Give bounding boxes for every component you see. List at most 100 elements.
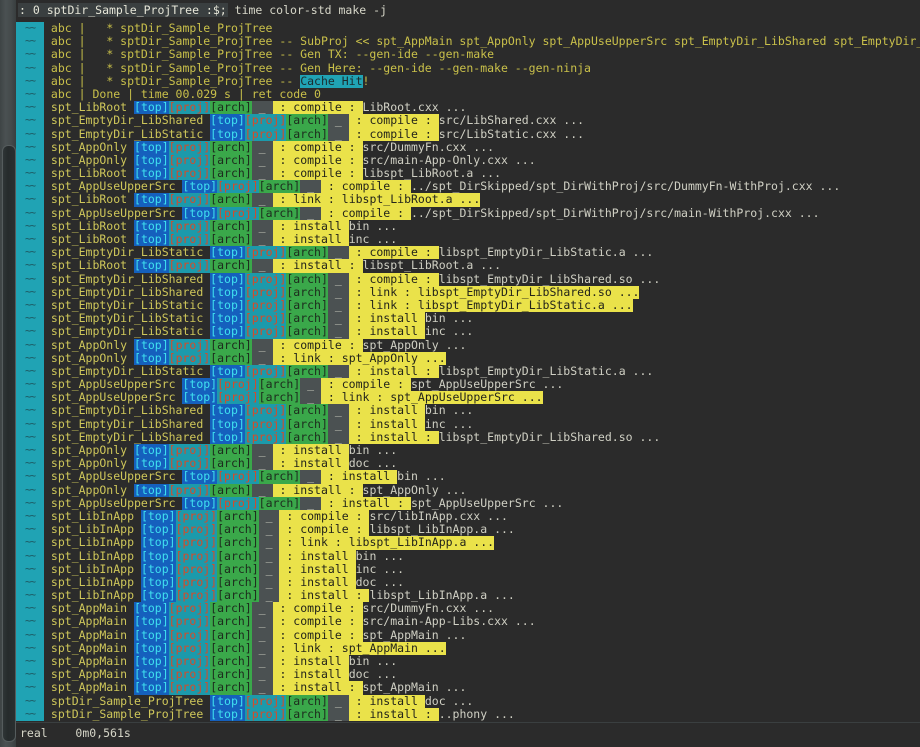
build-target-name: spt_AppOnly	[44, 350, 135, 365]
scope-chip-arch: [arch]	[217, 561, 259, 576]
build-target-name: spt_EmptyDir_LibStatic	[44, 363, 211, 378]
build-target-name: spt_EmptyDir_LibShared	[44, 416, 211, 431]
build-action-argument: src/DummyFn.cxx ...	[362, 139, 495, 154]
scope-chip-top: [top]	[182, 205, 218, 220]
scope-chip-arch: [arch]	[258, 390, 301, 405]
scrollbar-thumb[interactable]	[2, 145, 16, 742]
log-header-text: * sptDir_Sample_ProjTree -- Gen Here: --…	[85, 60, 591, 75]
build-log-line: ~~ spt_EmptyDir_LibShared [top][proj][ar…	[16, 271, 920, 286]
scope-chip-underscore: _	[258, 574, 280, 590]
scope-chip-top: [top]	[134, 139, 169, 154]
build-action-badge: : link :	[279, 535, 349, 550]
build-action-badge: : link :	[272, 640, 342, 655]
build-action-badge: : compile :	[348, 113, 439, 128]
build-log-line: ~~ spt_EmptyDir_LibShared [top][proj][ar…	[16, 429, 920, 444]
build-action-argument: bin ...	[348, 654, 398, 668]
build-action-argument: src/libInApp.cxx ...	[369, 508, 508, 523]
log-header-line: ~~ abc | * sptDir_Sample_ProjTree -- Sub…	[16, 34, 920, 49]
gutter-marker-icon: ~~	[16, 444, 44, 458]
build-action-argument: bin ...	[348, 443, 398, 457]
build-log-line: ~~ spt_EmptyDir_LibStatic [top][proj][ar…	[16, 363, 920, 379]
log-header-line: ~~ abc | * sptDir_Sample_ProjTree -- Gen…	[16, 48, 920, 62]
scope-chip-proj: [proj]	[168, 680, 211, 695]
build-target-name: spt_LibRoot	[44, 192, 135, 207]
gutter-marker-icon: ~~	[16, 153, 44, 168]
build-action-argument: bin ...	[424, 403, 474, 418]
scope-chip-top: [top]	[182, 495, 218, 510]
gutter-marker-icon: ~~	[16, 22, 44, 36]
scope-chip-underscore: _	[251, 258, 273, 273]
scope-chip-proj: [proj]	[217, 377, 259, 392]
gutter-marker-icon: ~~	[16, 285, 44, 299]
scope-chip-proj: [proj]	[168, 100, 211, 115]
scope-chip-top: [top]	[140, 561, 176, 576]
gutter-marker-icon: ~~	[16, 338, 44, 352]
build-action-badge: : compile :	[272, 627, 363, 642]
build-log-line: ~~ spt_EmptyDir_LibShared [top][proj][ar…	[16, 284, 920, 299]
gutter-marker-icon: ~~	[16, 457, 44, 471]
log-tag: abc |	[44, 34, 86, 49]
scope-chip-proj: [proj]	[244, 693, 287, 708]
build-log-line: ~~ spt_EmptyDir_LibStatic [top][proj][ar…	[16, 127, 920, 141]
scope-chip-top: [top]	[210, 416, 245, 431]
build-action-badge: : install	[348, 416, 425, 431]
build-action-badge: : install	[279, 561, 356, 576]
scope-chip-arch: [arch]	[210, 218, 252, 233]
gutter-marker-icon: ~~	[16, 575, 44, 590]
scope-chip-arch: [arch]	[258, 377, 301, 392]
gutter-marker-icon: ~~	[16, 430, 44, 444]
build-action-badge: : compile :	[348, 271, 439, 286]
scope-chip-underscore: _	[251, 218, 273, 233]
scope-chip-underscore: _	[300, 390, 321, 405]
scope-chip-arch: [arch]	[286, 363, 328, 379]
build-action-badge: : install	[348, 403, 425, 418]
build-action-badge: : install	[272, 218, 349, 233]
build-action-badge: : install :	[272, 680, 363, 695]
build-target-name: sptDir_Sample_ProjTree	[44, 706, 211, 721]
build-log-line: ~~ spt_EmptyDir_LibStatic [top][proj][ar…	[16, 311, 920, 326]
build-target-name: spt_EmptyDir_LibShared	[44, 429, 211, 444]
build-action-argument: libspt_EmptyDir_LibShared.so ...	[438, 271, 661, 286]
scope-chip-arch: [arch]	[217, 535, 259, 550]
gutter-marker-icon: ~~	[16, 114, 44, 128]
scope-chip-arch: [arch]	[217, 574, 259, 590]
build-target-name: spt_AppUseUpperSrc	[44, 377, 183, 392]
scope-chip-proj: [proj]	[244, 416, 287, 431]
scope-chip-arch: [arch]	[286, 416, 328, 431]
build-log-line: ~~ spt_EmptyDir_LibStatic [top][proj][ar…	[16, 297, 920, 313]
scope-chip-underscore: _	[251, 100, 273, 115]
shell-prompt-row: : 0 sptDir_Sample_ProjTree :$; time colo…	[18, 2, 387, 18]
scope-chip-top: [top]	[134, 232, 169, 247]
scope-chip-arch: [arch]	[286, 706, 328, 721]
build-action-argument: spt_AppMain ...	[341, 640, 446, 655]
console-output: ~~ abc | * sptDir_Sample_ProjTree ~~ abc …	[16, 21, 920, 721]
build-target-name: spt_EmptyDir_LibShared	[44, 403, 211, 418]
scope-chip-top: [top]	[140, 535, 176, 550]
scope-chip-proj: [proj]	[175, 588, 218, 603]
scope-chip-top: [top]	[134, 640, 169, 655]
scope-chip-underscore: _	[251, 627, 273, 642]
build-action-badge: : link :	[348, 284, 418, 299]
gutter-marker-icon: ~~	[16, 615, 44, 629]
timing-line: real 0m0,561s	[20, 726, 131, 740]
shell-prompt-segment: : 0 sptDir_Sample_ProjTree :$;	[18, 3, 228, 17]
scope-chip-arch: [arch]	[210, 667, 252, 682]
scope-chip-top: [top]	[134, 218, 169, 233]
scope-chip-underscore: _	[251, 667, 273, 682]
gutter-marker-icon: ~~	[16, 562, 44, 576]
scrollbar-track[interactable]	[0, 0, 16, 747]
scope-chip-arch: [arch]	[286, 284, 328, 299]
scope-chip-top: [top]	[134, 654, 169, 669]
scope-chip-underscore: _	[327, 271, 349, 286]
build-log-line: ~~ spt_AppOnly [top][proj][arch] _ : lin…	[16, 350, 920, 365]
gutter-marker-icon: ~~	[16, 417, 44, 431]
scope-chip-arch: [arch]	[217, 508, 259, 524]
scope-chip-arch: [arch]	[210, 258, 252, 273]
gutter-marker-icon: ~~	[16, 193, 44, 207]
log-header-line: ~~ abc | * sptDir_Sample_ProjTree -- Gen…	[16, 60, 920, 75]
build-target-name: sptDir_Sample_ProjTree	[44, 693, 211, 708]
scope-chip-arch: [arch]	[286, 297, 328, 313]
scope-chip-top: [top]	[134, 152, 169, 168]
build-target-name: spt_LibRoot	[44, 100, 135, 115]
build-target-name: spt_EmptyDir_LibShared	[44, 284, 211, 299]
